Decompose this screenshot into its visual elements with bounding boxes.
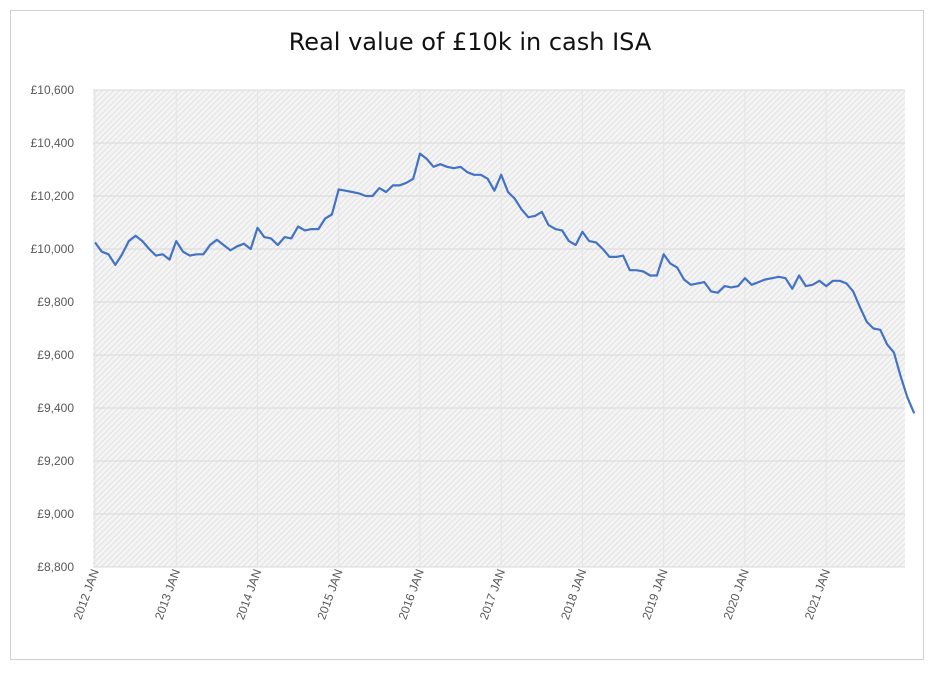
x-tick-label: 2015 JAN: [314, 567, 345, 621]
x-tick-label: 2012 JAN: [71, 567, 102, 621]
y-tick-label: £10,400: [31, 136, 75, 150]
y-tick-label: £10,200: [31, 189, 75, 203]
x-tick-label: 2014 JAN: [233, 567, 264, 621]
x-tick-label: 2017 JAN: [477, 567, 508, 621]
x-tick-label: 2013 JAN: [152, 567, 183, 621]
y-tick-label: £8,800: [37, 560, 74, 574]
y-tick-label: £9,400: [37, 401, 74, 415]
x-tick-label: 2016 JAN: [396, 567, 427, 621]
plot-area: [93, 90, 905, 567]
y-tick-label: £9,600: [37, 348, 74, 362]
x-tick-label: 2018 JAN: [558, 567, 589, 621]
y-tick-label: £10,000: [31, 242, 75, 256]
y-tick-label: £9,800: [37, 295, 74, 309]
chart-title: Real value of £10k in cash ISA: [288, 28, 652, 56]
chart-frame: [10, 10, 924, 660]
series-line: [94, 152, 916, 414]
x-tick-label: 2021 JAN: [802, 567, 833, 621]
x-tick-label: 2019 JAN: [639, 567, 670, 621]
y-tick-label: £9,200: [37, 454, 74, 468]
y-tick-label: £10,600: [31, 83, 75, 97]
x-tick-label: 2020 JAN: [721, 567, 752, 621]
y-tick-label: £9,000: [37, 507, 74, 521]
